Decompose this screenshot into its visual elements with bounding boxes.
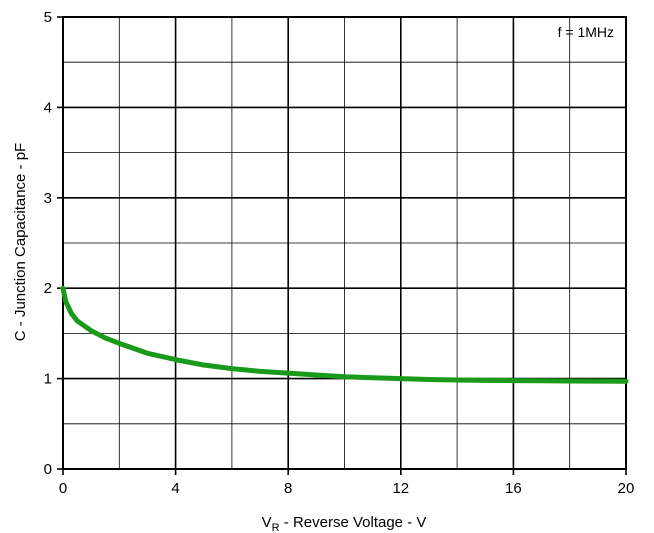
y-tick-label: 0	[44, 461, 52, 478]
x-axis-label: VR - Reverse Voltage - V	[262, 514, 427, 533]
x-tick-label: 16	[505, 480, 522, 497]
y-tick-label: 5	[44, 9, 52, 26]
grid-minor	[63, 17, 626, 469]
x-tick-label: 12	[392, 480, 409, 497]
y-tick-label: 4	[44, 99, 52, 116]
plot-frame	[62, 16, 627, 470]
y-tick-marks	[57, 16, 63, 470]
y-tick-label: 3	[44, 190, 52, 207]
x-tick-labels: 0 4 8 12 16 20	[59, 480, 635, 497]
x-axis-label-subscript: R	[272, 522, 280, 533]
series-line-capacitance	[60, 285, 629, 384]
x-tick-marks	[62, 469, 627, 475]
x-axis-label-rest: - Reverse Voltage - V	[280, 514, 427, 531]
x-tick-label: 4	[171, 480, 179, 497]
x-tick-label: 0	[59, 480, 67, 497]
y-tick-label: 2	[44, 280, 52, 297]
y-tick-label: 1	[44, 371, 52, 388]
x-axis-label-main: V	[262, 514, 272, 531]
x-tick-label: 8	[284, 480, 292, 497]
x-tick-label: 20	[618, 480, 635, 497]
annotation-frequency: f = 1MHz	[558, 24, 614, 40]
y-tick-labels: 0 1 2 3 4 5	[44, 9, 52, 478]
y-axis-label: C - Junction Capacitance - pF	[12, 143, 29, 341]
